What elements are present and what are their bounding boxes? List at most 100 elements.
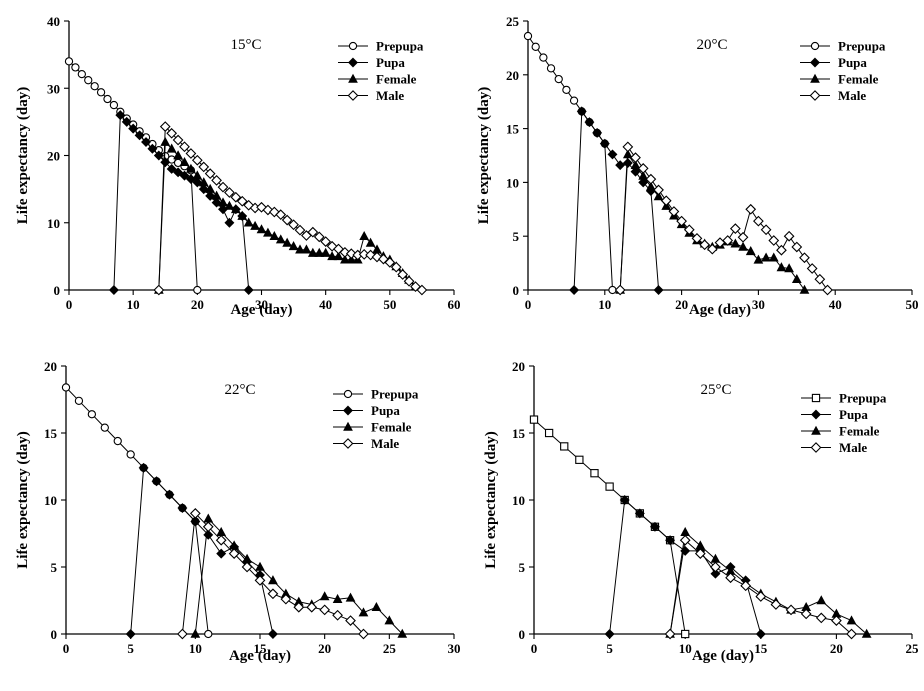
data-point	[263, 227, 273, 237]
data-point	[699, 239, 711, 251]
x-tick-label: 0	[525, 297, 532, 312]
data-point	[560, 442, 569, 451]
data-point	[203, 513, 214, 523]
data-point	[646, 181, 656, 191]
data-point	[523, 31, 533, 41]
data-point	[691, 232, 703, 244]
legend-marker	[811, 409, 821, 420]
data-point	[64, 57, 74, 66]
legend-label: Prepupa	[838, 39, 886, 54]
data-point	[275, 234, 286, 244]
y-tick-label: 10	[506, 175, 519, 190]
y-tick-label: 20	[44, 359, 57, 374]
data-point	[173, 167, 184, 178]
data-point	[230, 191, 242, 203]
data-point	[288, 219, 299, 231]
data-point	[179, 156, 190, 167]
data-point	[121, 116, 132, 127]
data-point	[592, 127, 603, 138]
data-point	[694, 548, 706, 559]
data-point	[280, 593, 292, 605]
data-point	[695, 540, 706, 550]
data-point	[619, 495, 630, 505]
legend-label: Male	[839, 440, 867, 455]
data-point	[332, 609, 343, 621]
data-point	[295, 244, 305, 254]
x-tick-label: 60	[448, 297, 461, 312]
data-point	[320, 247, 331, 257]
legend-marker	[343, 405, 353, 416]
data-point	[730, 238, 741, 248]
data-point	[806, 263, 818, 274]
legend-label: Pupa	[376, 55, 405, 70]
data-point	[768, 252, 779, 262]
data-point	[301, 244, 312, 254]
data-point	[190, 516, 201, 527]
data-point	[390, 261, 402, 273]
data-point	[637, 163, 649, 174]
data-point	[358, 248, 370, 260]
series-line	[533, 419, 686, 635]
data-point	[250, 220, 260, 230]
data-point	[814, 273, 826, 285]
y-tick-label: 0	[51, 627, 58, 642]
data-point	[604, 629, 615, 639]
data-point	[193, 285, 202, 295]
data-point	[254, 575, 266, 586]
data-point	[737, 231, 749, 243]
series-prepupa	[523, 31, 617, 295]
x-axis-label: Age (day)	[229, 648, 291, 664]
x-tick-label: 10	[127, 297, 140, 312]
data-point	[269, 230, 280, 240]
data-point	[153, 150, 164, 161]
data-point	[141, 137, 151, 148]
series-female	[153, 136, 421, 294]
x-axis-label: Age (day)	[692, 648, 754, 664]
data-point	[211, 197, 222, 208]
legend-marker	[342, 438, 354, 449]
data-point	[202, 521, 214, 533]
data-point	[267, 588, 279, 600]
data-point	[706, 243, 718, 255]
data-point	[198, 177, 209, 187]
data-point	[755, 591, 767, 602]
x-tick-label: 20	[830, 641, 843, 656]
y-tick-label: 15	[506, 122, 520, 137]
y-axis-label: Life expectancy (day)	[483, 431, 499, 568]
data-point	[307, 247, 318, 257]
series-line	[619, 145, 828, 291]
y-axis-label: Life expectancy (day)	[15, 431, 31, 568]
data-point	[768, 235, 780, 246]
data-point	[243, 285, 254, 295]
data-point	[815, 612, 827, 624]
data-point	[607, 149, 618, 160]
data-point	[800, 608, 812, 620]
chart-title: 20°C	[696, 37, 727, 53]
data-point	[172, 134, 184, 146]
data-point	[846, 615, 857, 625]
data-point	[384, 257, 396, 268]
data-point	[237, 210, 248, 220]
series-line	[609, 498, 762, 635]
data-point	[753, 254, 764, 264]
chart-panel-4: 0 5 10 15 20 25 0 5 10 15 20 Age (day) Life expectan…	[483, 359, 919, 664]
data-point	[630, 166, 641, 177]
data-point	[314, 247, 325, 257]
x-tick-label: 5	[127, 641, 134, 656]
data-point	[745, 246, 756, 256]
legend-marker	[343, 421, 353, 431]
data-point	[590, 469, 599, 478]
data-point	[544, 428, 554, 438]
data-point	[761, 252, 771, 262]
data-point	[294, 224, 306, 236]
y-tick-label: 0	[513, 283, 520, 298]
data-point	[177, 628, 188, 640]
data-point	[160, 157, 171, 168]
data-point	[319, 604, 331, 616]
data-point	[190, 628, 201, 638]
x-axis-label: Age (day)	[689, 302, 751, 318]
data-point	[681, 629, 690, 639]
data-point	[660, 195, 672, 207]
